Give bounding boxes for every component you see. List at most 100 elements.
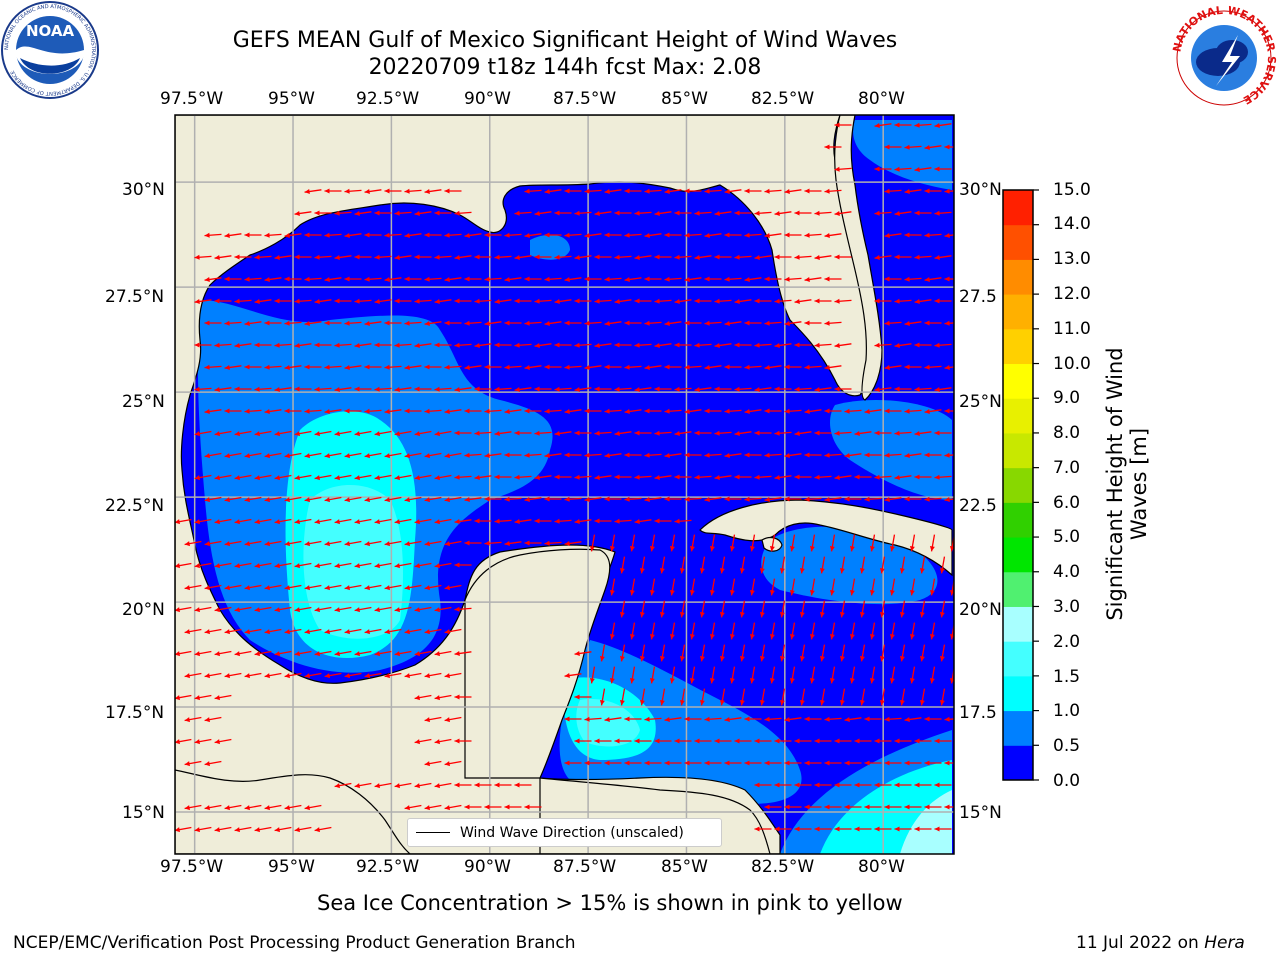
wave-direction-arrow <box>354 606 372 613</box>
wave-direction-arrow <box>364 321 382 326</box>
wave-direction-arrow <box>384 188 402 194</box>
wave-direction-arrow <box>444 277 462 282</box>
wave-direction-arrow <box>934 430 952 436</box>
wave-direction-arrow <box>474 430 492 436</box>
wave-direction-arrow <box>824 804 842 810</box>
wave-direction-arrow <box>224 276 242 282</box>
wave-direction-arrow <box>764 276 782 282</box>
wave-direction-arrow <box>904 189 922 194</box>
wave-direction-arrow <box>884 452 902 458</box>
wave-direction-arrow <box>484 408 502 414</box>
wave-direction-arrow <box>444 540 462 547</box>
wave-direction-arrow <box>384 364 402 370</box>
wave-direction-arrow <box>664 364 682 370</box>
wave-direction-arrow <box>924 277 942 282</box>
wave-direction-arrow <box>944 144 954 150</box>
wave-direction-arrow <box>274 562 292 569</box>
wave-direction-arrow <box>644 452 662 458</box>
wave-direction-arrow <box>324 496 342 503</box>
colorbar-segment <box>1003 432 1033 469</box>
lon-tick-top: 92.5°W <box>356 89 420 109</box>
wave-direction-arrow <box>774 826 792 832</box>
wave-direction-arrow <box>869 578 876 596</box>
wave-direction-arrow <box>374 386 392 392</box>
wave-direction-arrow <box>184 540 202 547</box>
wave-direction-arrow <box>704 365 722 370</box>
wave-direction-arrow <box>434 562 452 569</box>
wave-direction-arrow <box>699 644 706 662</box>
wave-direction-arrow <box>334 298 352 304</box>
wave-direction-arrow <box>404 365 422 370</box>
wave-direction-arrow <box>649 622 656 640</box>
wave-direction-arrow <box>834 343 852 348</box>
wave-direction-arrow <box>774 298 792 304</box>
wave-direction-arrow <box>414 386 432 392</box>
wave-direction-arrow <box>304 276 322 282</box>
wave-direction-arrow <box>304 452 322 459</box>
colorbar <box>1002 189 1039 781</box>
wave-direction-arrow <box>324 320 342 326</box>
wave-direction-arrow <box>744 232 762 238</box>
wave-direction-arrow <box>934 782 952 788</box>
wave-direction-arrow <box>384 584 402 591</box>
wave-direction-arrow <box>474 298 492 304</box>
colorbar-label: 12.0 <box>1053 284 1091 304</box>
footer-date-text: 11 Jul 2022 on <box>1076 933 1205 953</box>
colorbar-label: 14.0 <box>1053 214 1091 234</box>
wave-direction-arrow <box>234 298 252 304</box>
wave-direction-arrow <box>744 320 762 326</box>
wave-zone-1.5-2-center <box>303 485 403 639</box>
wave-direction-arrow <box>829 666 836 684</box>
wave-direction-arrow <box>914 826 932 832</box>
wave-direction-arrow <box>584 497 602 502</box>
lon-tick-bottom: 82.5°W <box>751 857 815 877</box>
wave-direction-arrow <box>304 496 322 503</box>
wave-direction-arrow <box>264 540 282 547</box>
wave-direction-arrow <box>304 540 322 547</box>
wave-direction-arrow <box>884 497 902 502</box>
wave-direction-arrow <box>889 666 896 684</box>
wave-direction-arrow <box>839 644 846 662</box>
wave-direction-arrow <box>904 496 922 502</box>
wave-direction-arrow <box>214 826 232 833</box>
wave-direction-arrow <box>544 453 562 458</box>
wave-direction-arrow <box>184 584 202 591</box>
wave-direction-arrow <box>354 254 372 260</box>
wave-direction-arrow <box>649 578 656 596</box>
wave-direction-arrow <box>734 299 752 304</box>
wave-direction-arrow <box>614 474 632 480</box>
wave-direction-arrow <box>724 717 742 722</box>
wave-direction-arrow <box>584 452 602 458</box>
lat-tick-left: 27.5°N <box>105 287 165 307</box>
wave-zone-1.5-2-yucatan <box>576 699 640 747</box>
wave-direction-arrow <box>659 688 666 706</box>
wave-direction-arrow <box>564 452 582 458</box>
wave-direction-arrow <box>724 276 742 282</box>
wave-direction-arrow <box>474 518 492 524</box>
wave-direction-arrow <box>894 122 912 128</box>
wave-direction-arrow <box>354 430 372 437</box>
wave-direction-arrow <box>909 534 916 552</box>
wave-direction-arrow <box>564 188 582 194</box>
wave-direction-arrow <box>304 364 322 370</box>
wave-direction-arrow <box>334 255 352 260</box>
wave-direction-arrow <box>704 760 722 766</box>
wave-direction-arrow <box>414 562 432 569</box>
wave-direction-arrow <box>404 672 422 679</box>
wave-direction-arrow <box>434 299 452 304</box>
wave-direction-arrow <box>919 600 926 618</box>
wave-direction-arrow <box>294 474 312 481</box>
colorbar-segment <box>1003 224 1033 260</box>
wave-direction-arrow <box>394 255 412 260</box>
wave-direction-arrow <box>254 826 272 833</box>
colorbar-label: 7.0 <box>1053 458 1081 478</box>
wave-direction-arrow <box>264 409 282 414</box>
wave-direction-arrow <box>494 254 512 260</box>
wave-direction-arrow <box>769 578 776 596</box>
wave-direction-arrow <box>234 518 252 525</box>
wave-direction-arrow <box>819 644 826 662</box>
wave-direction-arrow <box>874 430 892 436</box>
wave-direction-arrow <box>729 622 736 640</box>
wave-direction-arrow <box>344 584 362 591</box>
wave-direction-arrow <box>334 210 352 216</box>
